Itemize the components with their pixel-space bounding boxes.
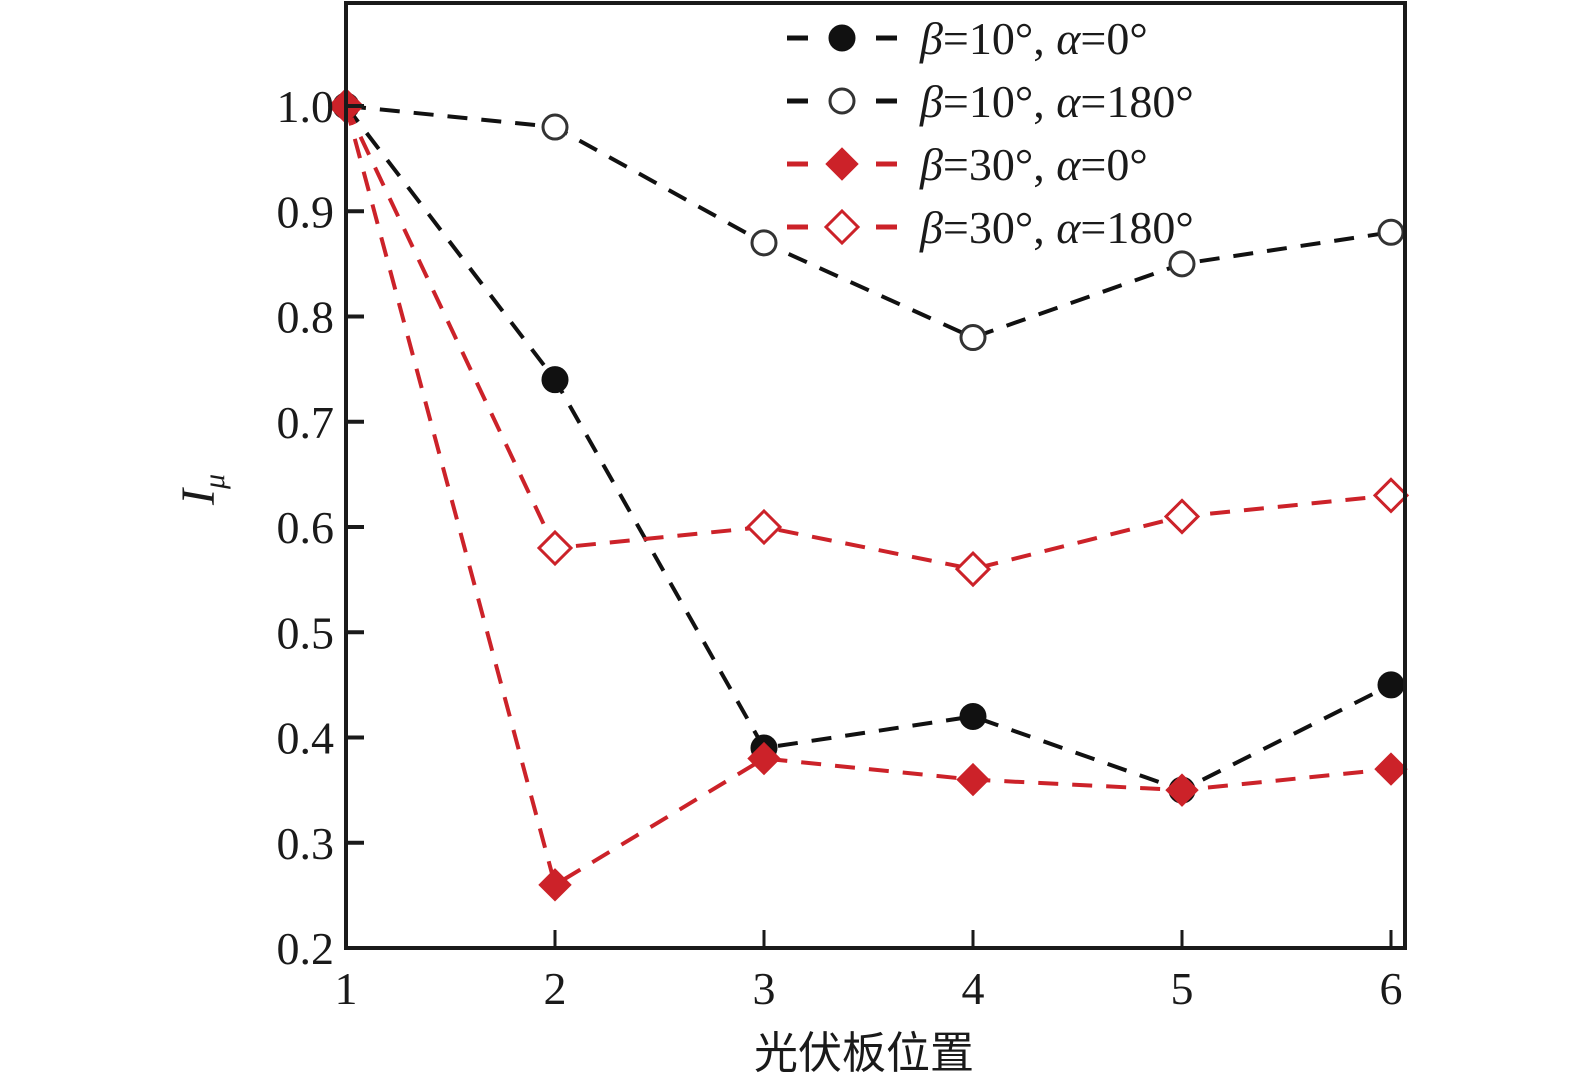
- data-point: [1163, 498, 1201, 535]
- y-tick-label: 1.0: [277, 81, 335, 132]
- legend-beta-value: =10°,: [943, 76, 1056, 127]
- legend-alpha: α: [1056, 139, 1081, 190]
- y-tick-label: 0.7: [277, 397, 335, 448]
- x-axis-title: 光伏板位置: [754, 1028, 974, 1079]
- series-4: [344, 105, 1392, 572]
- data-point: [1168, 250, 1196, 278]
- x-axis-ticks: 1 2 3 4 5 6: [335, 930, 1403, 1014]
- data-point: [1377, 218, 1405, 246]
- data-point: [747, 741, 781, 776]
- data-point: [1377, 671, 1405, 699]
- series-line: [345, 104, 1392, 340]
- legend-beta-value: =30°,: [943, 202, 1056, 253]
- legend-beta: β: [919, 76, 943, 127]
- legend-beta-value: =10°,: [943, 13, 1056, 64]
- y-tick-label: 0.9: [277, 186, 335, 237]
- legend-alpha: α: [1056, 13, 1081, 64]
- y-tick-label: 0.2: [277, 923, 335, 974]
- data-point: [750, 229, 778, 257]
- x-tick-label: 2: [544, 963, 567, 1014]
- data-point: [954, 550, 992, 588]
- legend-marker: [828, 87, 856, 115]
- series-layer: [327, 87, 1410, 902]
- series-3: [344, 105, 1392, 888]
- data-point: [541, 113, 569, 141]
- legend-label: β=10°, α=180°: [919, 76, 1194, 127]
- legend-alpha: α: [1056, 202, 1081, 253]
- y-tick-label: 0.5: [277, 607, 335, 658]
- legend: β=10°, α=0°β=10°, α=180°β=30°, α=0°β=30°…: [787, 13, 1194, 253]
- legend-item: β=10°, α=180°: [787, 76, 1194, 127]
- data-point: [959, 324, 987, 352]
- legend-marker: [823, 208, 861, 246]
- x-tick-label: 6: [1380, 963, 1403, 1014]
- data-point: [959, 702, 987, 730]
- legend-item: β=30°, α=180°: [787, 202, 1194, 253]
- y-tick-label: 0.8: [277, 292, 335, 343]
- series-1-markers: [332, 92, 1405, 804]
- legend-marker: [825, 147, 859, 181]
- axes: [344, 1, 1407, 950]
- data-point: [1374, 752, 1408, 786]
- y-axis-title: Iμ: [172, 474, 231, 506]
- series-2: [345, 104, 1392, 340]
- y-axis-title-subscript: μ: [198, 474, 231, 490]
- legend-alpha-value: =0°: [1080, 139, 1147, 190]
- series-3-markers: [329, 89, 1408, 902]
- data-point: [956, 762, 990, 797]
- x-tick-label: 1: [335, 963, 358, 1014]
- series-1: [344, 104, 1392, 793]
- legend-alpha-value: =0°: [1080, 13, 1147, 64]
- data-point: [536, 529, 574, 567]
- data-point: [745, 508, 783, 546]
- legend-alpha: α: [1056, 76, 1081, 127]
- data-point: [1165, 773, 1199, 807]
- data-point: [538, 868, 572, 902]
- y-axis-ticks: 0.2 0.3 0.4 0.5 0.6 0.7 0.8 0.9 1.0: [277, 81, 364, 974]
- x-tick-label: 5: [1171, 963, 1194, 1014]
- svg-text:Iμ: Iμ: [172, 474, 231, 506]
- series-line: [344, 104, 1392, 793]
- series-line: [344, 105, 1392, 572]
- x-tick-label: 4: [962, 963, 985, 1014]
- legend-label: β=10°, α=0°: [919, 13, 1148, 64]
- legend-item: β=30°, α=0°: [787, 139, 1148, 190]
- data-point: [541, 366, 569, 394]
- legend-beta: β: [919, 139, 943, 190]
- legend-marker: [828, 24, 856, 52]
- legend-alpha-value: =180°: [1080, 76, 1193, 127]
- y-tick-label: 0.6: [277, 502, 335, 553]
- legend-label: β=30°, α=0°: [919, 139, 1148, 190]
- series-line: [344, 105, 1392, 888]
- y-tick-label: 0.3: [277, 818, 335, 869]
- y-tick-label: 0.4: [277, 713, 335, 764]
- y-axis-title-main: I: [172, 487, 225, 506]
- series-2-markers: [332, 92, 1405, 352]
- legend-beta: β: [919, 13, 943, 64]
- legend-label: β=30°, α=180°: [919, 202, 1194, 253]
- legend-beta-value: =30°,: [943, 139, 1056, 190]
- legend-alpha-value: =180°: [1080, 202, 1193, 253]
- legend-beta: β: [919, 202, 943, 253]
- x-tick-label: 3: [753, 963, 776, 1014]
- plot-frame: [344, 1, 1407, 950]
- legend-item: β=10°, α=0°: [787, 13, 1148, 64]
- data-point: [1372, 477, 1410, 514]
